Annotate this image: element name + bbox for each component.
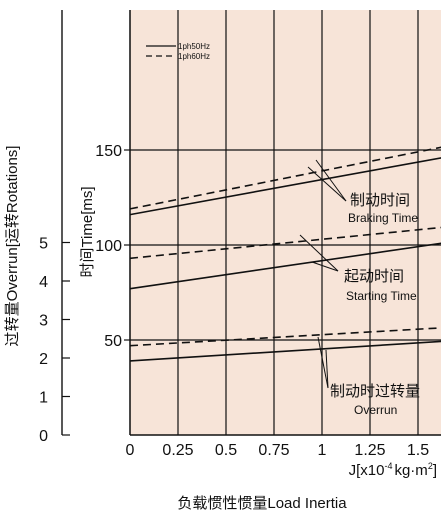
ticks: 00.250.50.7511.251.51.752.05010015001234… [39, 143, 429, 459]
x-tick-label: 1.5 [407, 442, 429, 459]
x-tick-label: 0.5 [215, 442, 237, 459]
annotation-starting-zh: 起动时间 [344, 268, 404, 285]
grid [129, 10, 441, 435]
y-overrun-tick-label: 2 [39, 351, 48, 368]
legend-label-50hz: 1ph50Hz [178, 42, 210, 51]
annotations: 制动时间 Braking Time 起动时间 Starting Time 制动时… [299, 159, 420, 417]
legend-label-60hz: 1ph60Hz [178, 52, 210, 61]
leader-starting-solid [299, 234, 339, 272]
x-tick-label: 1.25 [354, 442, 385, 459]
leader-braking-dashed [315, 159, 347, 202]
leader-overrun-dashed [325, 349, 329, 389]
y-overrun-tick-label: 5 [39, 236, 48, 253]
series-line-overrun-60hz [129, 327, 441, 347]
y-time-axis-title: 时间Time[ms] [79, 186, 96, 277]
y-time-tick-label: 150 [95, 143, 122, 160]
y-overrun-tick-label: 3 [39, 313, 48, 330]
series-line-braking-50hz [129, 157, 441, 216]
plot-background [130, 10, 441, 435]
x-axis-caption: 负载惯性惯量Load Inertia [177, 495, 347, 512]
annotation-starting-en: Starting Time [346, 289, 417, 303]
annotation-braking-en: Braking Time [348, 211, 418, 225]
leader-starting-dashed [311, 261, 339, 272]
leader-overrun-solid [317, 336, 329, 389]
y-overrun-axis-title: 过转量Overrun[运转Rotations] [4, 146, 21, 347]
x-tick-label: 0 [126, 442, 135, 459]
y-time-tick-label: 100 [95, 238, 122, 255]
y-time-tick-label: 50 [104, 333, 122, 350]
series-line-braking-60hz [129, 146, 441, 210]
annotation-braking-zh: 制动时间 [350, 192, 410, 209]
annotation-overrun-en: Overrun [354, 403, 397, 417]
y-overrun-tick-label: 1 [39, 390, 48, 407]
axes [61, 10, 441, 436]
leader-braking-solid [307, 166, 347, 202]
series-line-starting-60hz [129, 226, 441, 260]
x-tick-label: 0.75 [258, 442, 289, 459]
legend: 1ph50Hz 1ph60Hz [146, 42, 210, 61]
x-tick-label: 1 [318, 442, 327, 459]
y-overrun-tick-label: 4 [39, 274, 48, 291]
y-overrun-tick-label: 0 [39, 428, 48, 445]
x-tick-label: 0.25 [162, 442, 193, 459]
series-line-overrun-50hz [129, 340, 441, 362]
annotation-overrun-zh: 制动时过转量 [330, 383, 420, 400]
x-axis-title: J[x10-4 kg·m2] [349, 461, 437, 479]
